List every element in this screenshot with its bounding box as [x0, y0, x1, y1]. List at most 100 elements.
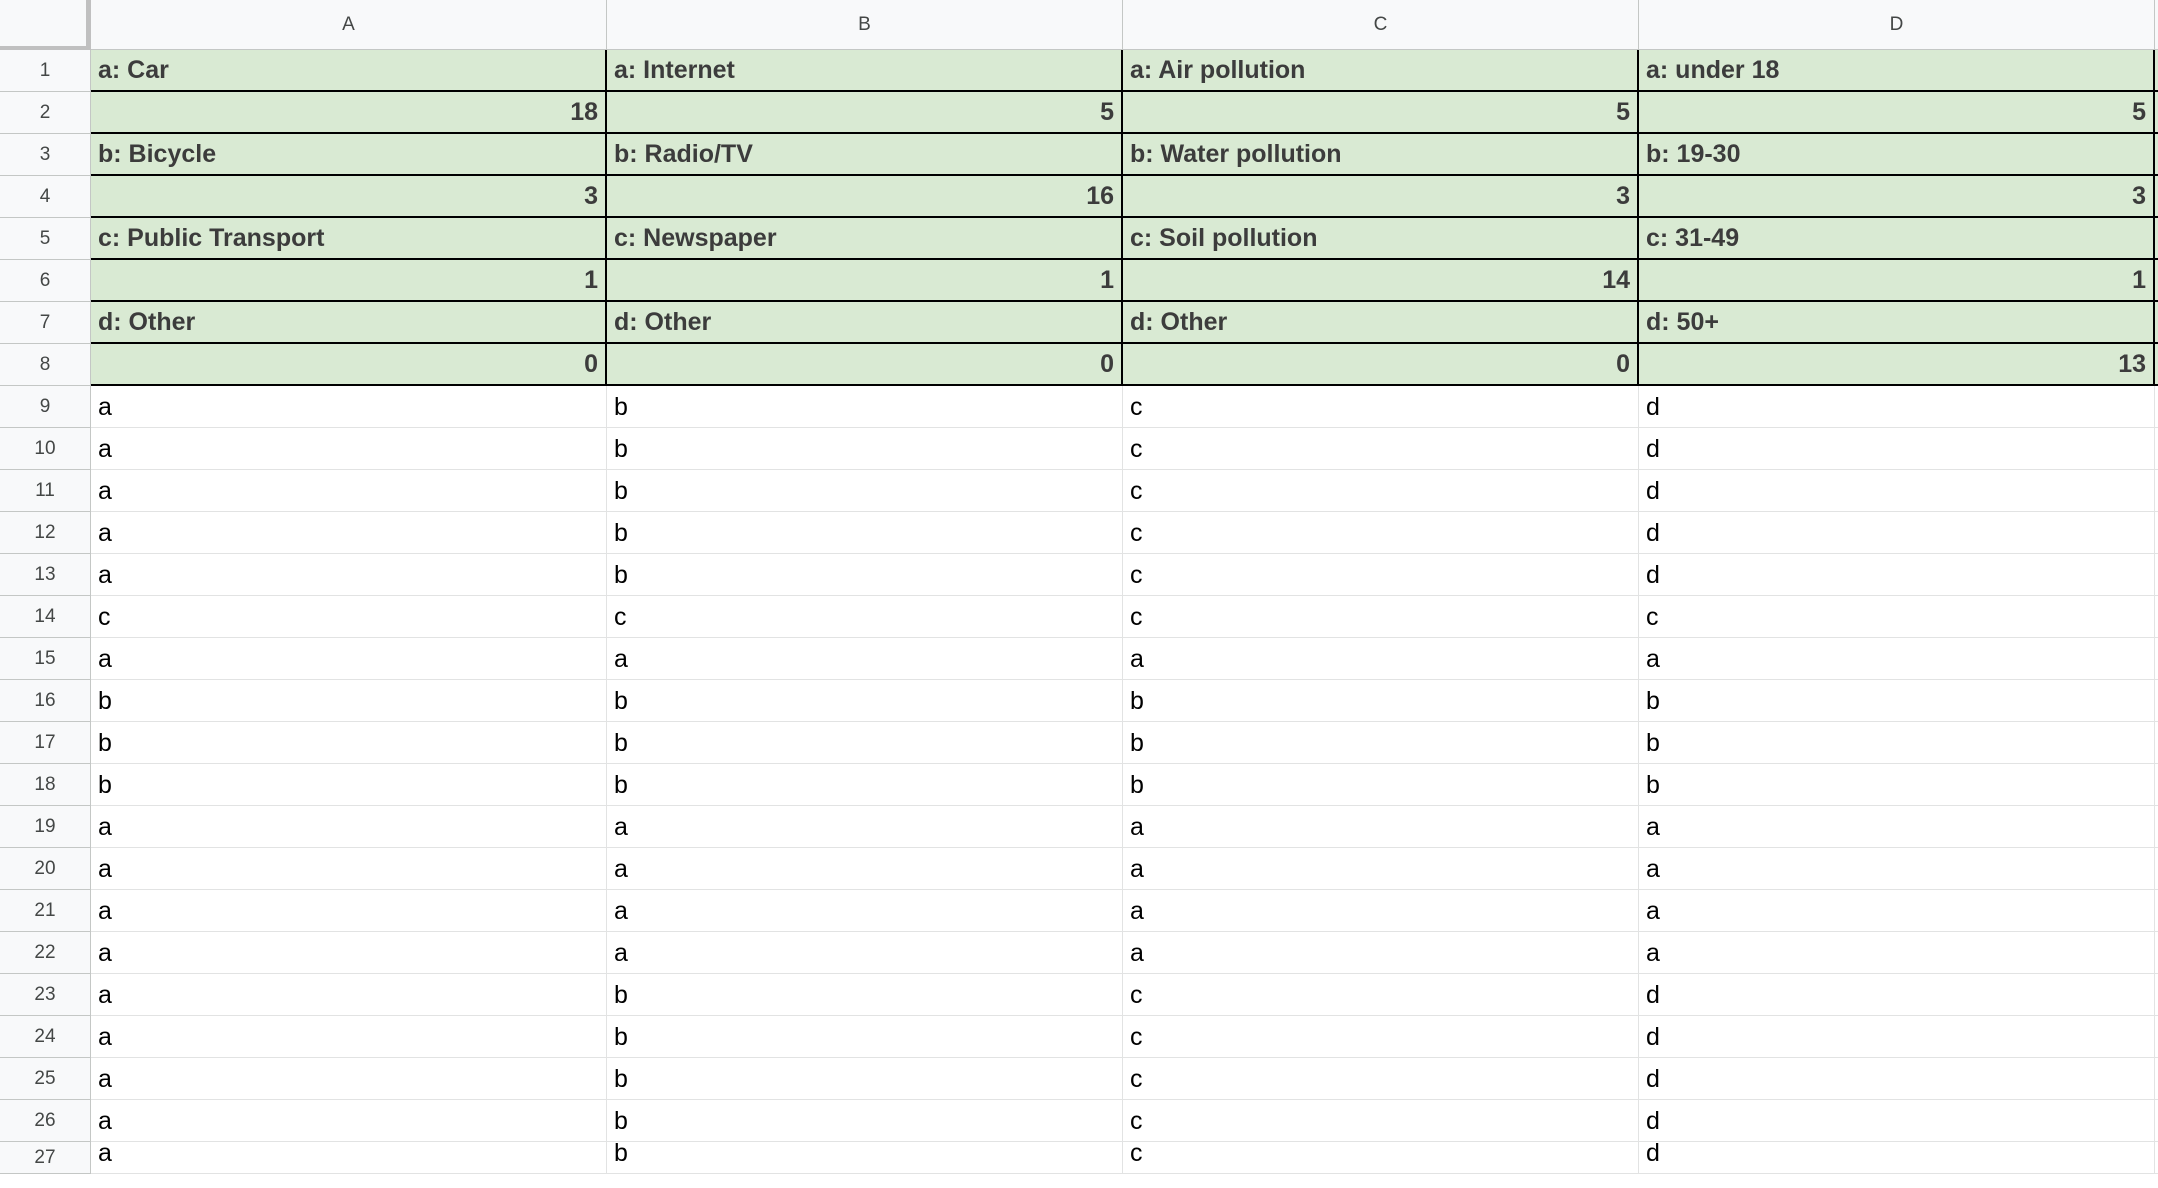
- row-header-1[interactable]: 1: [0, 50, 91, 92]
- cell-c8[interactable]: 0: [1123, 344, 1639, 386]
- cell-a3[interactable]: b: Bicycle: [91, 134, 607, 176]
- cell-c9[interactable]: c: [1123, 386, 1639, 428]
- row-header-4[interactable]: 4: [0, 176, 91, 218]
- cell-d3[interactable]: b: 19-30: [1639, 134, 2155, 176]
- cell-a11[interactable]: a: [91, 470, 607, 512]
- cell-c18[interactable]: b: [1123, 764, 1639, 806]
- cell-c5[interactable]: c: Soil pollution: [1123, 218, 1639, 260]
- cell-a2[interactable]: 18: [91, 92, 607, 134]
- cell-c21[interactable]: a: [1123, 890, 1639, 932]
- column-header-a[interactable]: A: [91, 0, 607, 50]
- cell-d8[interactable]: 13: [1639, 344, 2155, 386]
- cell-c24[interactable]: c: [1123, 1016, 1639, 1058]
- cell-c23[interactable]: c: [1123, 974, 1639, 1016]
- cell-d20[interactable]: a: [1639, 848, 2155, 890]
- cell-a22[interactable]: a: [91, 932, 607, 974]
- cell-c25[interactable]: c: [1123, 1058, 1639, 1100]
- cell-d18[interactable]: b: [1639, 764, 2155, 806]
- row-header-22[interactable]: 22: [0, 932, 91, 974]
- cell-c4[interactable]: 3: [1123, 176, 1639, 218]
- cell-d17[interactable]: b: [1639, 722, 2155, 764]
- cell-d27[interactable]: d: [1639, 1142, 2155, 1174]
- row-header-5[interactable]: 5: [0, 218, 91, 260]
- cell-d12[interactable]: d: [1639, 512, 2155, 554]
- row-header-14[interactable]: 14: [0, 596, 91, 638]
- cell-d16[interactable]: b: [1639, 680, 2155, 722]
- cell-c10[interactable]: c: [1123, 428, 1639, 470]
- cell-c17[interactable]: b: [1123, 722, 1639, 764]
- row-header-17[interactable]: 17: [0, 722, 91, 764]
- cell-d9[interactable]: d: [1639, 386, 2155, 428]
- cell-c1[interactable]: a: Air pollution: [1123, 50, 1639, 92]
- cell-c26[interactable]: c: [1123, 1100, 1639, 1142]
- cell-b26[interactable]: b: [607, 1100, 1123, 1142]
- cell-d23[interactable]: d: [1639, 974, 2155, 1016]
- cell-a1[interactable]: a: Car: [91, 50, 607, 92]
- cell-c16[interactable]: b: [1123, 680, 1639, 722]
- cell-a8[interactable]: 0: [91, 344, 607, 386]
- row-header-6[interactable]: 6: [0, 260, 91, 302]
- row-header-16[interactable]: 16: [0, 680, 91, 722]
- cell-c22[interactable]: a: [1123, 932, 1639, 974]
- cell-b2[interactable]: 5: [607, 92, 1123, 134]
- cell-a25[interactable]: a: [91, 1058, 607, 1100]
- cell-d2[interactable]: 5: [1639, 92, 2155, 134]
- row-header-15[interactable]: 15: [0, 638, 91, 680]
- select-all-corner[interactable]: [0, 0, 91, 50]
- row-header-8[interactable]: 8: [0, 344, 91, 386]
- row-header-18[interactable]: 18: [0, 764, 91, 806]
- cell-a27[interactable]: a: [91, 1142, 607, 1174]
- cell-a13[interactable]: a: [91, 554, 607, 596]
- cell-b23[interactable]: b: [607, 974, 1123, 1016]
- cell-b14[interactable]: c: [607, 596, 1123, 638]
- cell-b18[interactable]: b: [607, 764, 1123, 806]
- cell-c19[interactable]: a: [1123, 806, 1639, 848]
- column-header-b[interactable]: B: [607, 0, 1123, 50]
- cell-c15[interactable]: a: [1123, 638, 1639, 680]
- column-header-c[interactable]: C: [1123, 0, 1639, 50]
- cell-d24[interactable]: d: [1639, 1016, 2155, 1058]
- cell-d19[interactable]: a: [1639, 806, 2155, 848]
- cell-a23[interactable]: a: [91, 974, 607, 1016]
- cell-c27[interactable]: c: [1123, 1142, 1639, 1174]
- cell-d11[interactable]: d: [1639, 470, 2155, 512]
- cell-a15[interactable]: a: [91, 638, 607, 680]
- cell-b15[interactable]: a: [607, 638, 1123, 680]
- cell-b13[interactable]: b: [607, 554, 1123, 596]
- cell-b20[interactable]: a: [607, 848, 1123, 890]
- cell-c2[interactable]: 5: [1123, 92, 1639, 134]
- cell-b17[interactable]: b: [607, 722, 1123, 764]
- cell-d21[interactable]: a: [1639, 890, 2155, 932]
- cell-d26[interactable]: d: [1639, 1100, 2155, 1142]
- row-header-11[interactable]: 11: [0, 470, 91, 512]
- cell-a7[interactable]: d: Other: [91, 302, 607, 344]
- cell-c7[interactable]: d: Other: [1123, 302, 1639, 344]
- cell-b7[interactable]: d: Other: [607, 302, 1123, 344]
- cell-d1[interactable]: a: under 18: [1639, 50, 2155, 92]
- cell-b3[interactable]: b: Radio/TV: [607, 134, 1123, 176]
- cell-a26[interactable]: a: [91, 1100, 607, 1142]
- cell-a19[interactable]: a: [91, 806, 607, 848]
- cell-c11[interactable]: c: [1123, 470, 1639, 512]
- row-header-25[interactable]: 25: [0, 1058, 91, 1100]
- column-header-d[interactable]: D: [1639, 0, 2155, 50]
- cell-d13[interactable]: d: [1639, 554, 2155, 596]
- row-header-7[interactable]: 7: [0, 302, 91, 344]
- cell-a12[interactable]: a: [91, 512, 607, 554]
- cell-b8[interactable]: 0: [607, 344, 1123, 386]
- row-header-12[interactable]: 12: [0, 512, 91, 554]
- cell-b9[interactable]: b: [607, 386, 1123, 428]
- row-header-27[interactable]: 27: [0, 1142, 91, 1174]
- cell-b1[interactable]: a: Internet: [607, 50, 1123, 92]
- cell-d7[interactable]: d: 50+: [1639, 302, 2155, 344]
- cell-d6[interactable]: 1: [1639, 260, 2155, 302]
- row-header-2[interactable]: 2: [0, 92, 91, 134]
- cell-a16[interactable]: b: [91, 680, 607, 722]
- cell-a17[interactable]: b: [91, 722, 607, 764]
- cell-c12[interactable]: c: [1123, 512, 1639, 554]
- cell-a18[interactable]: b: [91, 764, 607, 806]
- row-header-9[interactable]: 9: [0, 386, 91, 428]
- cell-d25[interactable]: d: [1639, 1058, 2155, 1100]
- cell-b21[interactable]: a: [607, 890, 1123, 932]
- cell-a21[interactable]: a: [91, 890, 607, 932]
